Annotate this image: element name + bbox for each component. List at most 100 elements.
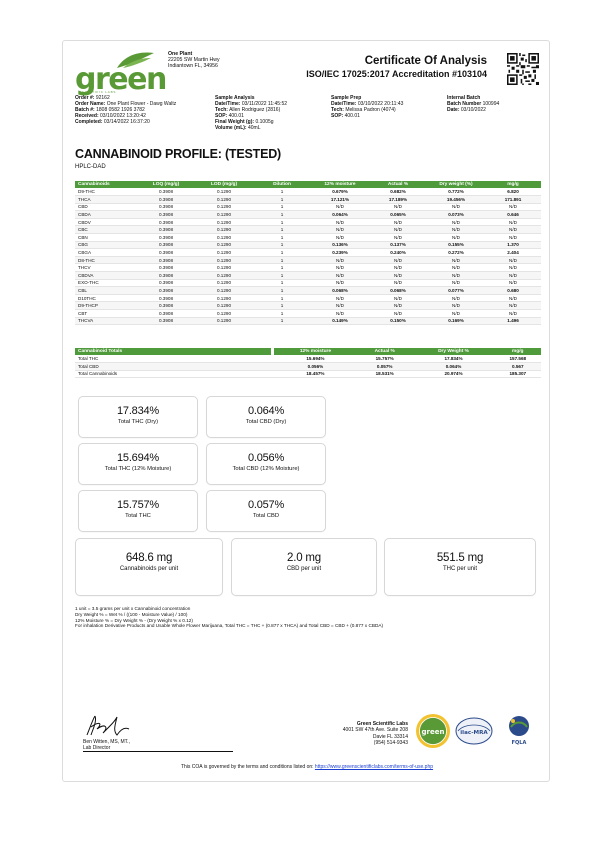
client-name: One Plant [168, 51, 193, 57]
summary-total-thc-dry: 17.834% Total THC (Dry) [78, 396, 198, 438]
table-cell: N/D [427, 271, 485, 280]
table-cell: 0.3908 [137, 248, 195, 257]
table-cell: 0.3908 [137, 309, 195, 318]
table-cell: N/D [427, 203, 485, 212]
table-cell: 1 [253, 241, 311, 250]
column-header: Dry weight (%) [427, 181, 485, 188]
logo-wordmark: green [75, 62, 167, 97]
table-cell: 1 [253, 271, 311, 280]
table-cell: Total Cannabinoids [75, 370, 274, 379]
table-cell: 15.757% [356, 355, 413, 364]
column-header: Dry Weight % [412, 348, 495, 355]
table-cell: N/D [369, 263, 427, 273]
table-cell: 0.3908 [137, 301, 195, 310]
table-cell: N/D [427, 279, 485, 288]
table-row: D9-THC 0.3908 0.1290 1 0.679% 0.682% 0.772% 6.8… [75, 188, 541, 197]
table-cell: N/D [485, 279, 541, 288]
column-header: mg/g [494, 348, 541, 355]
table-cell: 0.136% [311, 241, 369, 250]
table-row: Total Cannabinoids 18.457% 18.531% 20.974% 1… [75, 370, 541, 379]
table-row: EXO-THC 0.3908 0.1290 1 N/D N/D N/D N/D [75, 279, 541, 288]
table-cell: N/D [485, 263, 541, 273]
table-cell: 0.077% [427, 286, 485, 295]
table-cell: N/D [427, 225, 485, 235]
table-cell: D10THC [75, 294, 137, 303]
table-cell: 0.1290 [195, 203, 253, 212]
table-cell: N/D [427, 233, 485, 242]
table-cell: 0.240% [369, 248, 427, 257]
table-cell: N/D [311, 203, 369, 212]
summary-total-cbd-dry: 0.064% Total CBD (Dry) [206, 396, 326, 438]
table-cell: N/D [427, 263, 485, 273]
svg-text:FQLA: FQLA [512, 740, 527, 746]
table-cell: N/D [485, 256, 541, 265]
leaf-icon [117, 52, 154, 68]
table-cell: 1.496 [485, 317, 541, 326]
table-cell: N/D [311, 309, 369, 318]
table-cell: 0.169% [427, 317, 485, 326]
profile-method: HPLC-DAD [75, 164, 106, 170]
table-cell: 0.239% [311, 248, 369, 257]
table-cell: 1 [253, 286, 311, 295]
table-cell: N/D [427, 256, 485, 265]
table-cell: 0.3908 [137, 195, 195, 204]
table-cell: N/D [311, 263, 369, 273]
table-cell: N/D [369, 279, 427, 288]
table-cell: 0.680 [485, 286, 541, 295]
table-cell: 17.121% [311, 195, 369, 204]
table-cell: 1 [253, 301, 311, 310]
table-row: D8-THC 0.3908 0.1290 1 N/D N/D N/D N/D [75, 256, 541, 265]
table-cell: EXO-THC [75, 279, 137, 288]
table-cell: 0.646 [485, 210, 541, 219]
calculation-notes: 1 unit = 3.5 grams per unit x Cannabinoi… [75, 606, 384, 629]
table-cell: 0.1290 [195, 294, 253, 303]
table-cell: 0.1290 [195, 256, 253, 265]
table-cell: 0.1290 [195, 218, 253, 227]
summary-total-cbd: 0.057% Total CBD [206, 490, 326, 532]
table-cell: 0.679% [311, 188, 369, 197]
table-cell: CBGA [75, 248, 137, 257]
table-row: Total THC 15.694% 15.757% 17.834% 157.568 [75, 355, 541, 364]
table-cell: 1 [253, 248, 311, 257]
table-cell: CBN [75, 233, 137, 242]
table-cell: N/D [485, 294, 541, 303]
table-cell: 0.064% [412, 362, 495, 371]
qr-code-icon[interactable] [507, 53, 539, 85]
table-row: CBDA 0.3908 0.1290 1 0.064% 0.065% 0.073% 0.646 [75, 210, 541, 219]
table-cell: 0.567 [494, 362, 541, 371]
table-cell: THCA [75, 195, 137, 204]
table-cell: 0.149% [311, 317, 369, 326]
table-cell: 0.065% [369, 210, 427, 219]
table-cell: N/D [485, 225, 541, 235]
table-cell: 0.3908 [137, 203, 195, 212]
table-cell: N/D [427, 309, 485, 318]
table-row: D9-THCP 0.3908 0.1290 1 N/D N/D N/D N/D [75, 301, 541, 310]
table-cell: 0.1290 [195, 241, 253, 250]
table-cell: CBDA [75, 210, 137, 219]
table-cell: 1 [253, 317, 311, 326]
totals-table: Cannabinoid Totals 12% moisture Actual % Dr… [75, 348, 541, 379]
summary-total-cbd-moisture: 0.056% Total CBD (12% Moisture) [206, 443, 326, 485]
column-header: mg/g [485, 181, 541, 188]
table-cell: 0.3908 [137, 294, 195, 303]
table-cell: Total CBD [75, 362, 274, 371]
table-cell: 0.1290 [195, 286, 253, 295]
svg-text:green: green [422, 728, 445, 736]
terms-link[interactable]: https://www.greenscientificlabs.com/term… [314, 764, 434, 770]
table-cell: 0.073% [427, 210, 485, 219]
column-header: Actual % [369, 181, 427, 188]
table-cell: 6.820 [485, 188, 541, 197]
table-cell: N/D [369, 309, 427, 318]
table-cell: 0.3908 [137, 188, 195, 197]
table-row: CBT 0.3908 0.1290 1 N/D N/D N/D N/D [75, 309, 541, 318]
table-cell: 0.1290 [195, 317, 253, 326]
table-cell: 18.457% [274, 370, 357, 379]
table-cell: 0.1290 [195, 188, 253, 197]
signature-line [83, 751, 233, 752]
table-cell: 1 [253, 294, 311, 303]
table-cell: 0.1290 [195, 233, 253, 242]
cannabinoids-per-unit: 648.6 mg Cannabinoids per unit [75, 538, 223, 596]
table-cell: N/D [311, 271, 369, 280]
table-row: CBG 0.3908 0.1290 1 0.136% 0.137% 0.155% 1.370 [75, 241, 541, 250]
table-cell: THCVA [75, 317, 137, 326]
